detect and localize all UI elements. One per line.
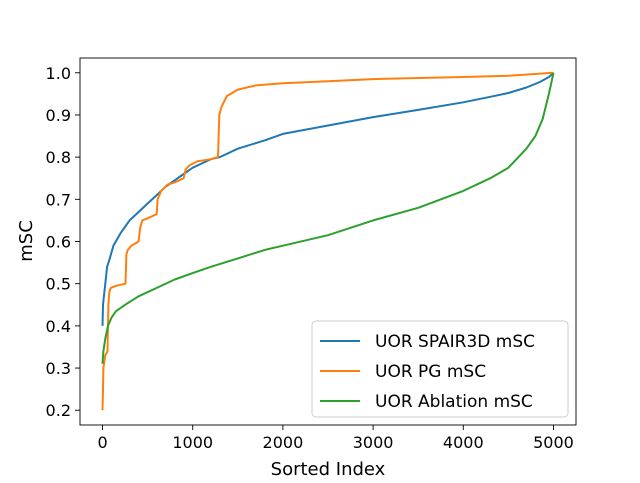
legend-label-1: UOR SPAIR3D mSC <box>375 332 535 352</box>
x-axis-label: Sorted Index <box>271 459 386 479</box>
x-tick-label: 5000 <box>533 433 574 452</box>
y-tick-label: 0.5 <box>46 275 71 294</box>
series-layer <box>101 71 555 411</box>
y-tick-label: 0.2 <box>46 401 71 420</box>
x-tick-label: 4000 <box>443 433 484 452</box>
x-axis-ticks: 0 1000 2000 3000 4000 5000 <box>97 425 574 452</box>
x-tick-label: 3000 <box>353 433 394 452</box>
y-tick-label: 0.3 <box>46 359 71 378</box>
y-tick-label: 0.4 <box>46 317 71 336</box>
y-tick-label: 0.9 <box>46 106 71 125</box>
y-tick-label: 0.7 <box>46 190 71 209</box>
y-tick-label: 0.8 <box>46 148 71 167</box>
y-axis-ticks: 0.2 0.3 0.4 0.5 0.6 0.7 0.8 0.9 1.0 <box>46 64 80 420</box>
legend-box <box>311 320 569 418</box>
series-line-2 <box>101 71 554 411</box>
legend-label-2: UOR PG mSC <box>375 362 486 382</box>
y-axis-label: mSC <box>16 220 37 262</box>
legend-label-3: UOR Ablation mSC <box>375 392 533 412</box>
x-tick-label: 1000 <box>172 433 213 452</box>
y-tick-label: 1.0 <box>46 64 71 83</box>
series-line-1 <box>101 72 555 326</box>
series-line-3 <box>101 72 555 364</box>
legend: UOR SPAIR3D mSC UOR PG mSC UOR Ablation mS… <box>311 320 569 418</box>
x-tick-label: 2000 <box>263 433 304 452</box>
y-tick-label: 0.6 <box>46 233 71 252</box>
x-tick-label: 0 <box>97 433 107 452</box>
